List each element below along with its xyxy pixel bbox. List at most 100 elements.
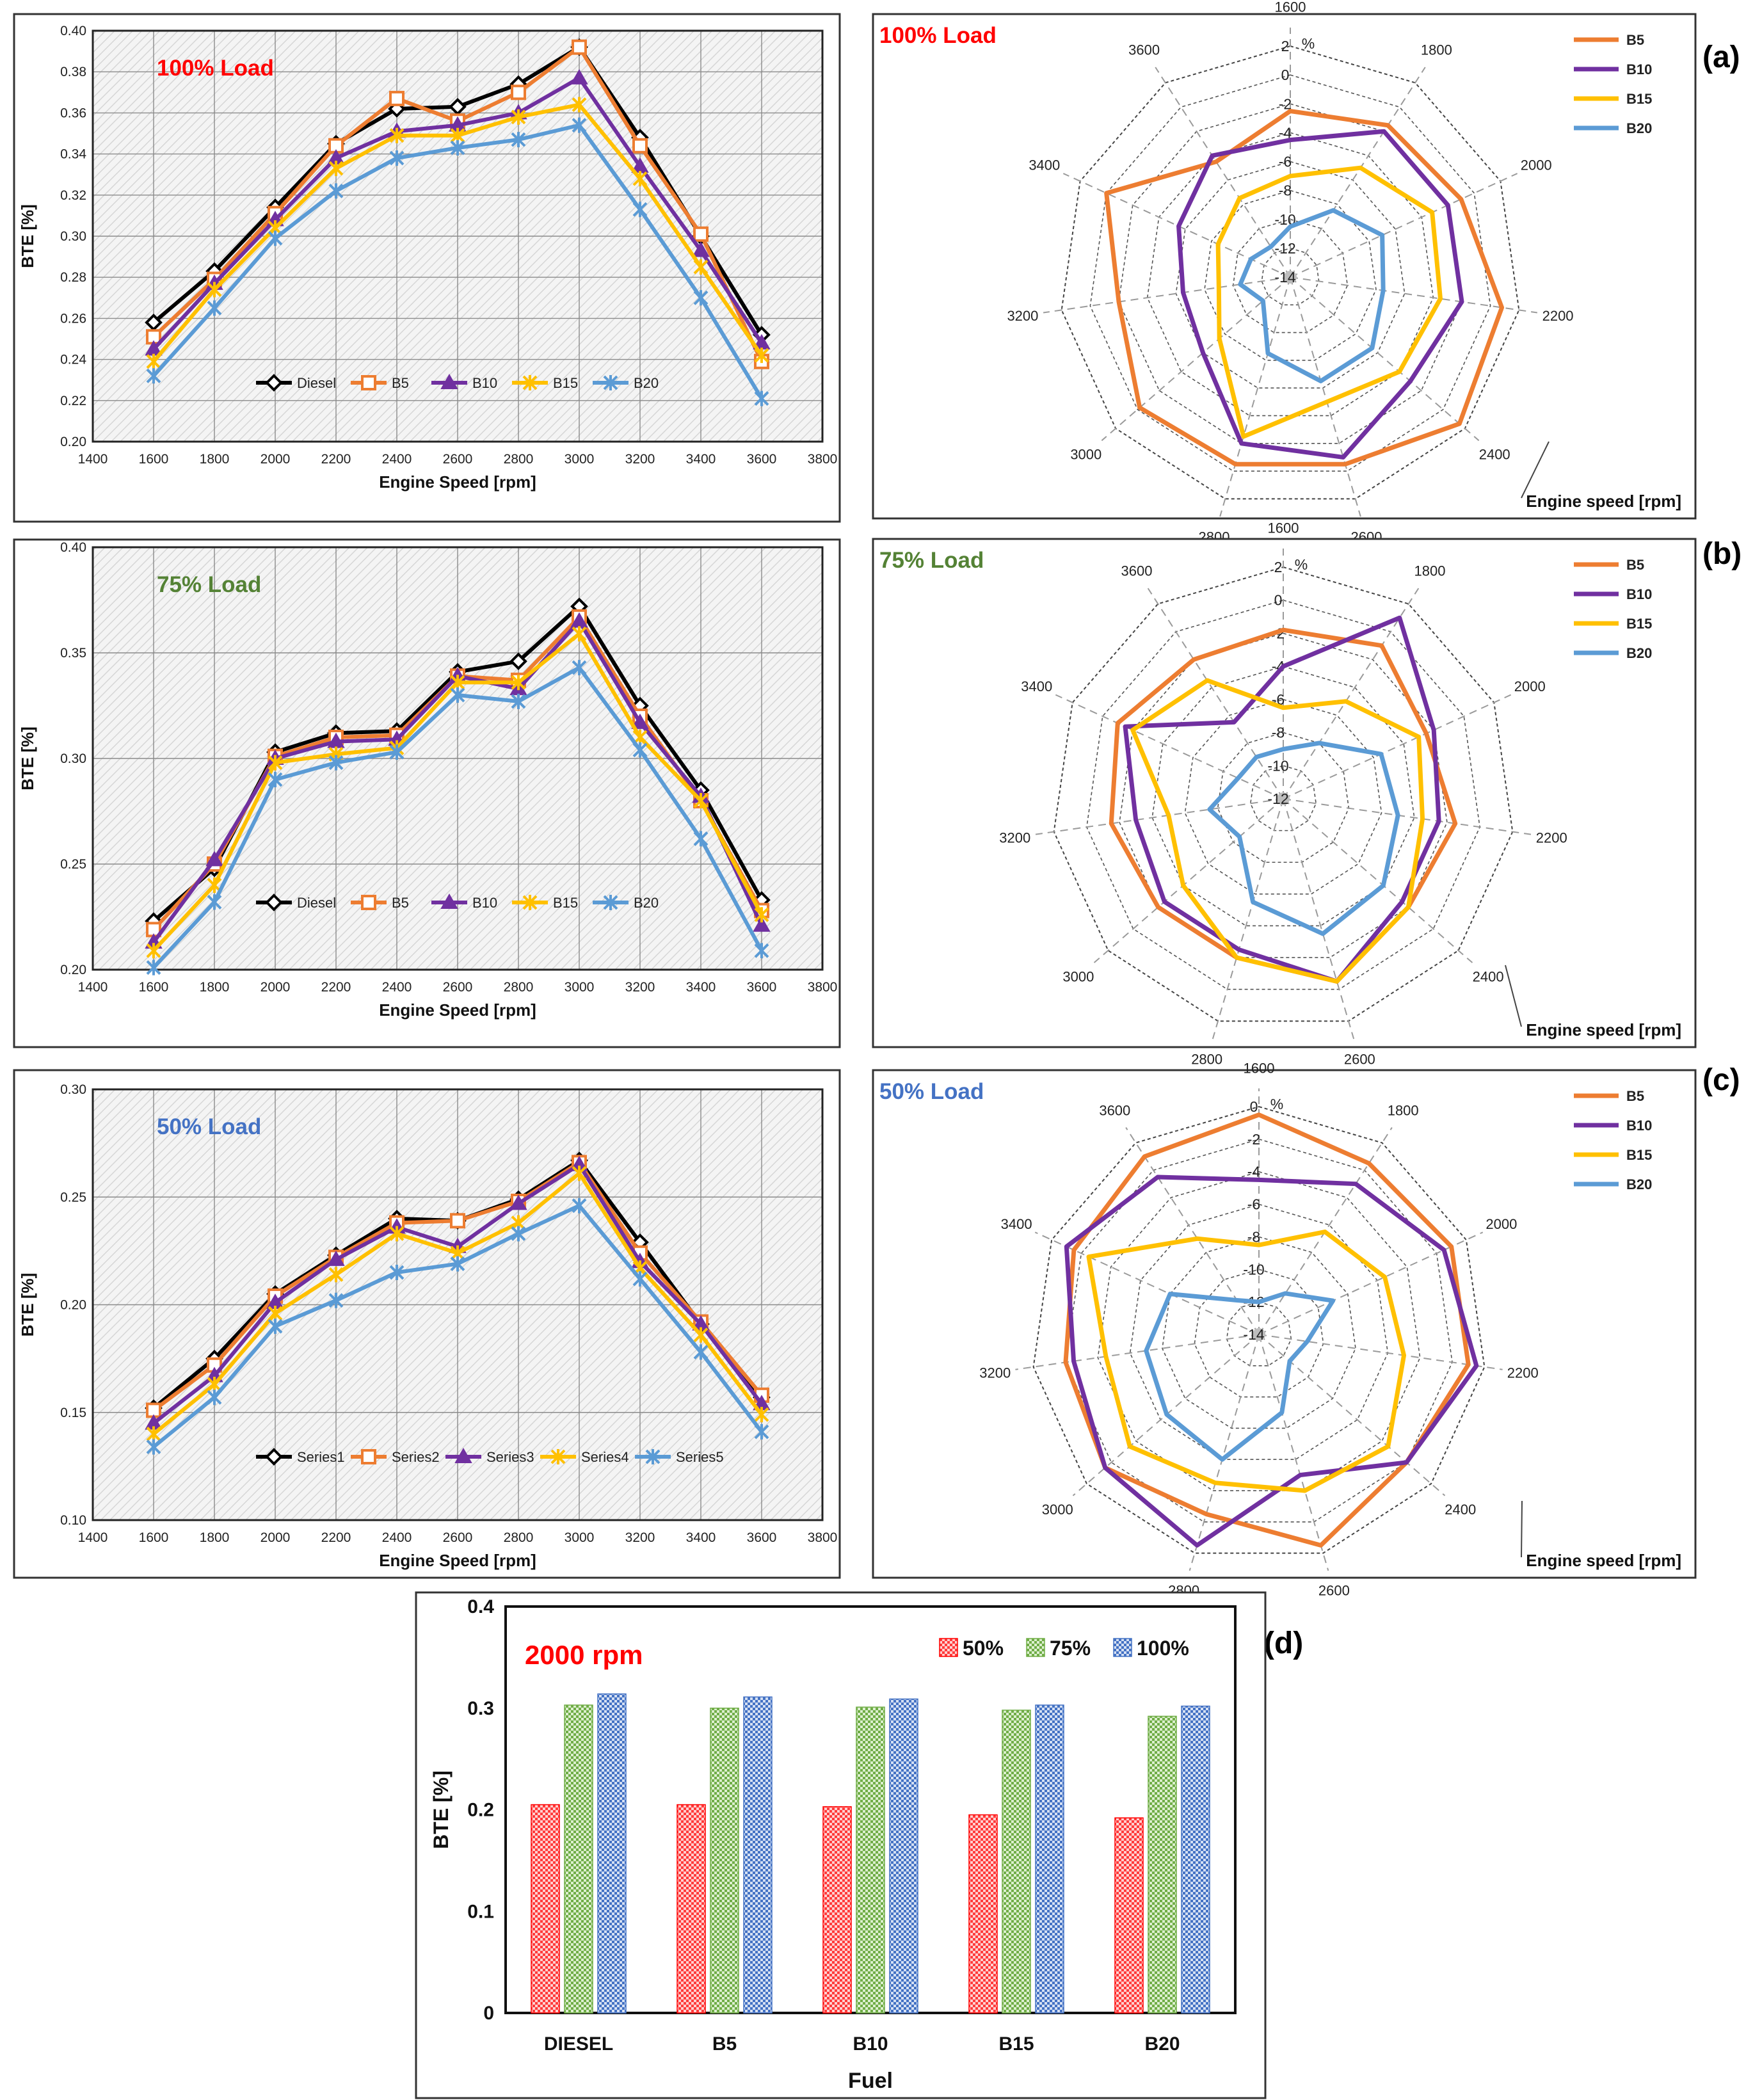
legend-label: Series4 bbox=[581, 1449, 629, 1465]
radar-ring bbox=[1204, 189, 1377, 361]
chart-title: 100% Load bbox=[157, 56, 274, 81]
bar-category-label: B15 bbox=[998, 2033, 1034, 2055]
radar-legend-label: B20 bbox=[1626, 120, 1652, 136]
data-point bbox=[205, 851, 223, 867]
x-tick-label: 1400 bbox=[78, 1530, 108, 1545]
legend-marker bbox=[603, 375, 618, 390]
y-tick-label: 0.22 bbox=[60, 394, 86, 408]
radar-title: 75% Load bbox=[879, 548, 984, 573]
bar-y-tick-label: 0.2 bbox=[467, 1800, 494, 1821]
legend-label: B5 bbox=[392, 375, 409, 391]
radar-value-label: -8 bbox=[1272, 725, 1285, 741]
bar bbox=[743, 1696, 773, 2014]
y-tick-label: 0.25 bbox=[60, 1190, 86, 1205]
legend-marker bbox=[603, 895, 618, 910]
radar-ring bbox=[1175, 161, 1406, 389]
bar-legend-label: 100% bbox=[1137, 1637, 1189, 1660]
bar bbox=[531, 1804, 560, 2014]
radar-category-label: 3600 bbox=[1099, 1103, 1130, 1119]
legend-marker bbox=[440, 893, 458, 909]
radar-spoke bbox=[1283, 588, 1420, 799]
radar-value-label: -4 bbox=[1247, 1164, 1261, 1180]
x-tick-label: 2400 bbox=[382, 1530, 412, 1545]
x-tick-label: 1600 bbox=[139, 1530, 169, 1545]
y-tick-label: 0.10 bbox=[60, 1513, 86, 1528]
x-tick-label: 3000 bbox=[565, 1530, 595, 1545]
legend-label: B20 bbox=[634, 375, 659, 391]
radar-series-B5 bbox=[1104, 109, 1505, 467]
radar-value-label: -14 bbox=[1274, 269, 1295, 285]
data-point bbox=[754, 943, 769, 959]
data-point bbox=[754, 1407, 769, 1423]
bar-legend-swatch bbox=[939, 1638, 958, 1657]
radar-spoke bbox=[1283, 798, 1532, 835]
data-point bbox=[146, 368, 161, 384]
radar-spoke bbox=[1283, 798, 1473, 963]
data-point bbox=[693, 290, 709, 306]
chart-title: 75% Load bbox=[157, 572, 261, 597]
x-tick-label: 3200 bbox=[625, 452, 655, 467]
bar-category-label: B5 bbox=[712, 2033, 737, 2055]
radar-unit-label: % bbox=[1270, 1096, 1283, 1112]
legend-label: B5 bbox=[392, 895, 409, 911]
radar-category-label: 1600 bbox=[1244, 1060, 1275, 1076]
bar bbox=[597, 1693, 627, 2014]
legend-marker bbox=[645, 1449, 661, 1464]
data-point bbox=[146, 353, 161, 369]
bar-y-tick-label: 0 bbox=[483, 2003, 494, 2024]
bar bbox=[1114, 1817, 1144, 2014]
x-tick-label: 3400 bbox=[686, 980, 716, 995]
radar-center bbox=[1277, 792, 1290, 805]
data-point bbox=[268, 1319, 283, 1335]
y-tick-label: 0.15 bbox=[60, 1406, 86, 1420]
radar-category-label: 3600 bbox=[1128, 42, 1160, 58]
x-tick-label: 2200 bbox=[321, 980, 351, 995]
radar-value-label: -14 bbox=[1243, 1326, 1264, 1343]
panel-label-c: (c) bbox=[1702, 1063, 1740, 1097]
data-point bbox=[328, 183, 344, 199]
radar-ring bbox=[1146, 132, 1434, 417]
x-tick-label: 2800 bbox=[504, 452, 534, 467]
data-point bbox=[572, 39, 587, 55]
x-tick-label: 1400 bbox=[78, 452, 108, 467]
radar-category-label: 3200 bbox=[999, 830, 1030, 846]
x-tick-label: 3200 bbox=[625, 1530, 655, 1545]
data-point bbox=[753, 916, 771, 932]
x-tick-label: 3000 bbox=[565, 452, 595, 467]
radar-ring bbox=[1261, 248, 1320, 306]
data-point bbox=[572, 626, 587, 642]
bar bbox=[710, 1708, 739, 2014]
radar-ring bbox=[1032, 1105, 1486, 1554]
x-tick-label: 3800 bbox=[808, 1530, 838, 1545]
legend-marker bbox=[440, 373, 458, 389]
radar-legend-label: B15 bbox=[1626, 91, 1652, 107]
radar-chart-radar100: 1600180020002200240026002800300032003400… bbox=[872, 0, 1697, 545]
radar-series-B20 bbox=[1207, 741, 1400, 936]
radar-category-label: 2400 bbox=[1479, 447, 1510, 463]
y-tick-label: 0.30 bbox=[60, 229, 86, 244]
data-point bbox=[450, 140, 465, 156]
radar-ring bbox=[1194, 1269, 1324, 1398]
radar-ring bbox=[1129, 1203, 1389, 1460]
bar-y-tick-label: 0.1 bbox=[467, 1901, 494, 1922]
annotation-leader bbox=[1521, 441, 1550, 499]
radar-legend-label: B15 bbox=[1626, 616, 1652, 632]
x-tick-label: 2400 bbox=[382, 980, 412, 995]
data-point bbox=[207, 282, 222, 298]
data-point bbox=[328, 755, 344, 771]
radar-chart-radar50: 1600180020002200240026002800300032003400… bbox=[872, 1060, 1697, 1599]
data-point bbox=[328, 1267, 344, 1283]
radar-category-label: 3000 bbox=[1062, 968, 1094, 984]
bar-legend-label: 75% bbox=[1050, 1637, 1091, 1660]
radar-series-B15 bbox=[1130, 678, 1425, 984]
data-point bbox=[693, 831, 709, 847]
y-tick-label: 0.38 bbox=[60, 65, 86, 79]
x-tick-label: 2800 bbox=[504, 1530, 534, 1545]
legend-marker bbox=[454, 1447, 472, 1463]
radar-value-label: -10 bbox=[1267, 757, 1288, 774]
legend-marker bbox=[265, 374, 283, 392]
x-axis-label: Engine Speed [rpm] bbox=[379, 1551, 536, 1570]
radar-spoke bbox=[1015, 1334, 1260, 1370]
radar-legend-label: B20 bbox=[1626, 645, 1652, 661]
x-tick-label: 2600 bbox=[443, 1530, 473, 1545]
